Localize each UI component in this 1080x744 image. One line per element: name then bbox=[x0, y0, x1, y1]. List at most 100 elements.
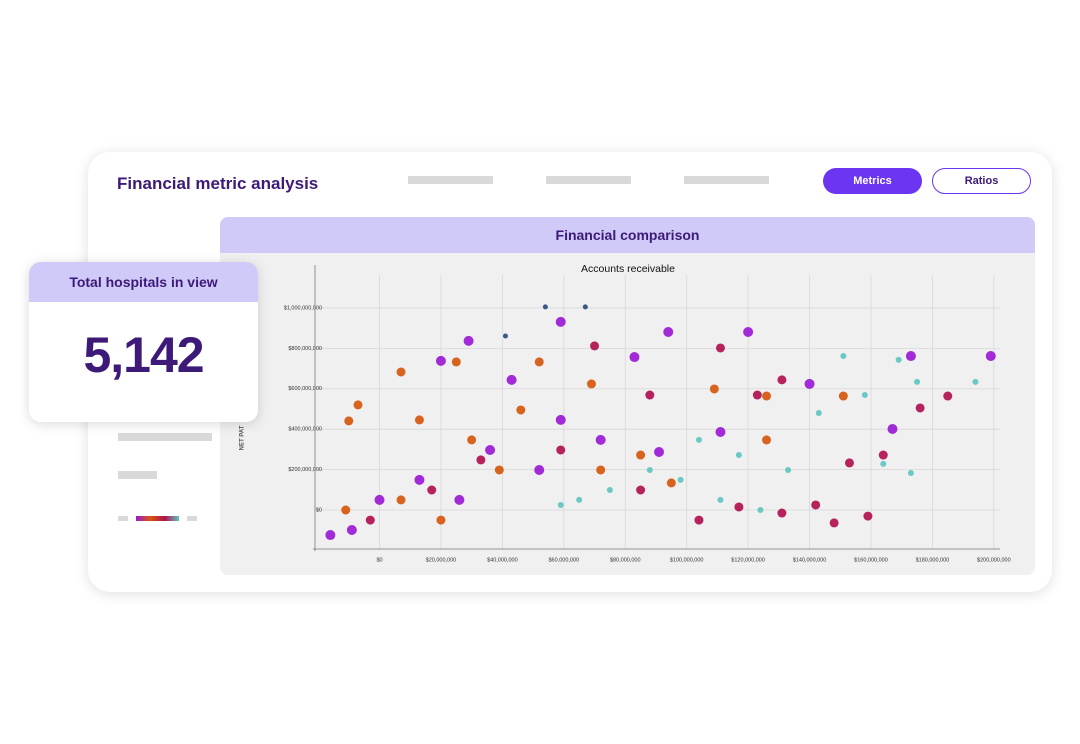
data-point bbox=[895, 356, 902, 363]
data-point bbox=[596, 465, 606, 475]
color-scale bbox=[136, 516, 179, 521]
summary-title: Total hospitals in view bbox=[29, 262, 258, 302]
x-tick-label: $60,000,000 bbox=[549, 557, 580, 563]
data-point bbox=[777, 375, 787, 385]
data-point bbox=[476, 455, 486, 465]
data-point bbox=[762, 435, 772, 445]
x-tick-label: $100,000,000 bbox=[670, 557, 704, 563]
data-point bbox=[907, 470, 914, 477]
data-point bbox=[586, 379, 596, 389]
data-point bbox=[534, 464, 545, 475]
data-point bbox=[542, 304, 548, 310]
data-point bbox=[365, 515, 375, 525]
data-point bbox=[485, 444, 496, 455]
data-point bbox=[777, 508, 787, 518]
placeholder bbox=[118, 471, 157, 479]
data-point bbox=[467, 435, 477, 445]
data-point bbox=[516, 405, 526, 415]
data-point bbox=[804, 378, 815, 389]
data-point bbox=[606, 486, 613, 493]
metrics-button[interactable]: Metrics bbox=[823, 168, 922, 194]
data-point bbox=[646, 466, 653, 473]
data-point bbox=[905, 351, 916, 362]
data-point bbox=[341, 505, 351, 515]
data-point bbox=[863, 511, 873, 521]
data-point bbox=[915, 403, 925, 413]
data-point bbox=[840, 353, 847, 360]
y-tick-label: $600,000,000 bbox=[288, 386, 322, 392]
data-point bbox=[757, 507, 764, 514]
data-point bbox=[762, 391, 772, 401]
data-point bbox=[534, 357, 544, 367]
data-point bbox=[943, 391, 953, 401]
data-point bbox=[582, 304, 588, 310]
data-point bbox=[663, 326, 674, 337]
y-axis-label: NET PAT bbox=[240, 425, 246, 450]
data-point bbox=[555, 316, 566, 327]
x-tick-label: $40,000,000 bbox=[487, 557, 518, 563]
data-point bbox=[414, 474, 425, 485]
data-point bbox=[557, 501, 564, 508]
summary-card: Total hospitals in view 5,142 bbox=[29, 262, 258, 422]
data-point bbox=[463, 335, 474, 346]
summary-value: 5,142 bbox=[83, 327, 204, 383]
data-point bbox=[636, 450, 646, 460]
y-tick-label: $800,000,000 bbox=[288, 346, 322, 352]
data-point bbox=[629, 352, 640, 363]
y-tick-label: $1,000,000,000 bbox=[284, 305, 322, 311]
placeholder bbox=[546, 176, 631, 184]
data-point bbox=[715, 427, 726, 438]
x-tick-label: $160,000,000 bbox=[854, 557, 888, 563]
data-point bbox=[972, 378, 979, 385]
data-point bbox=[555, 414, 566, 425]
data-point bbox=[353, 400, 363, 410]
data-point bbox=[494, 465, 504, 475]
data-point bbox=[914, 378, 921, 385]
data-point bbox=[576, 496, 583, 503]
data-point bbox=[502, 333, 508, 339]
data-point bbox=[811, 500, 821, 510]
data-point bbox=[844, 458, 854, 468]
data-point bbox=[887, 423, 898, 434]
x-tick-label: $200,000,000 bbox=[977, 557, 1011, 563]
data-point bbox=[454, 494, 465, 505]
data-point bbox=[717, 496, 724, 503]
chart-title: Accounts receivable bbox=[581, 263, 675, 275]
x-tick-label: $20,000,000 bbox=[426, 557, 457, 563]
data-point bbox=[861, 392, 868, 399]
data-point bbox=[590, 341, 600, 351]
placeholder bbox=[408, 176, 493, 184]
data-point bbox=[436, 515, 446, 525]
x-tick-label: $140,000,000 bbox=[793, 557, 827, 563]
page-title: Financial metric analysis bbox=[117, 174, 319, 193]
data-point bbox=[506, 374, 517, 385]
y-tick-label: $200,000,000 bbox=[288, 467, 322, 473]
placeholder bbox=[118, 433, 212, 441]
panel-title: Financial comparison bbox=[220, 217, 1035, 253]
data-point bbox=[325, 530, 336, 541]
data-point bbox=[435, 355, 446, 366]
data-point bbox=[346, 525, 357, 536]
y-tick-label: $400,000,000 bbox=[288, 427, 322, 433]
data-point bbox=[715, 343, 725, 353]
data-point bbox=[734, 502, 744, 512]
chart: Accounts receivable NET PAT $0 $200,000,0… bbox=[240, 263, 1011, 564]
data-point bbox=[396, 495, 406, 505]
data-point bbox=[878, 450, 888, 460]
ratios-button[interactable]: Ratios bbox=[932, 168, 1031, 194]
data-point bbox=[985, 351, 996, 362]
data-point bbox=[752, 390, 762, 400]
placeholder bbox=[118, 516, 128, 521]
data-point bbox=[595, 434, 606, 445]
chart-panel: Financial comparison Accounts receivable… bbox=[220, 217, 1035, 575]
x-tick-label: $0 bbox=[376, 557, 382, 563]
data-point bbox=[785, 466, 792, 473]
data-point bbox=[838, 391, 848, 401]
data-point bbox=[396, 367, 406, 377]
data-point bbox=[654, 447, 665, 458]
data-point bbox=[695, 436, 702, 443]
data-point bbox=[645, 390, 655, 400]
data-point bbox=[414, 415, 424, 425]
x-tick-label: $80,000,000 bbox=[610, 557, 641, 563]
data-point bbox=[880, 460, 887, 467]
